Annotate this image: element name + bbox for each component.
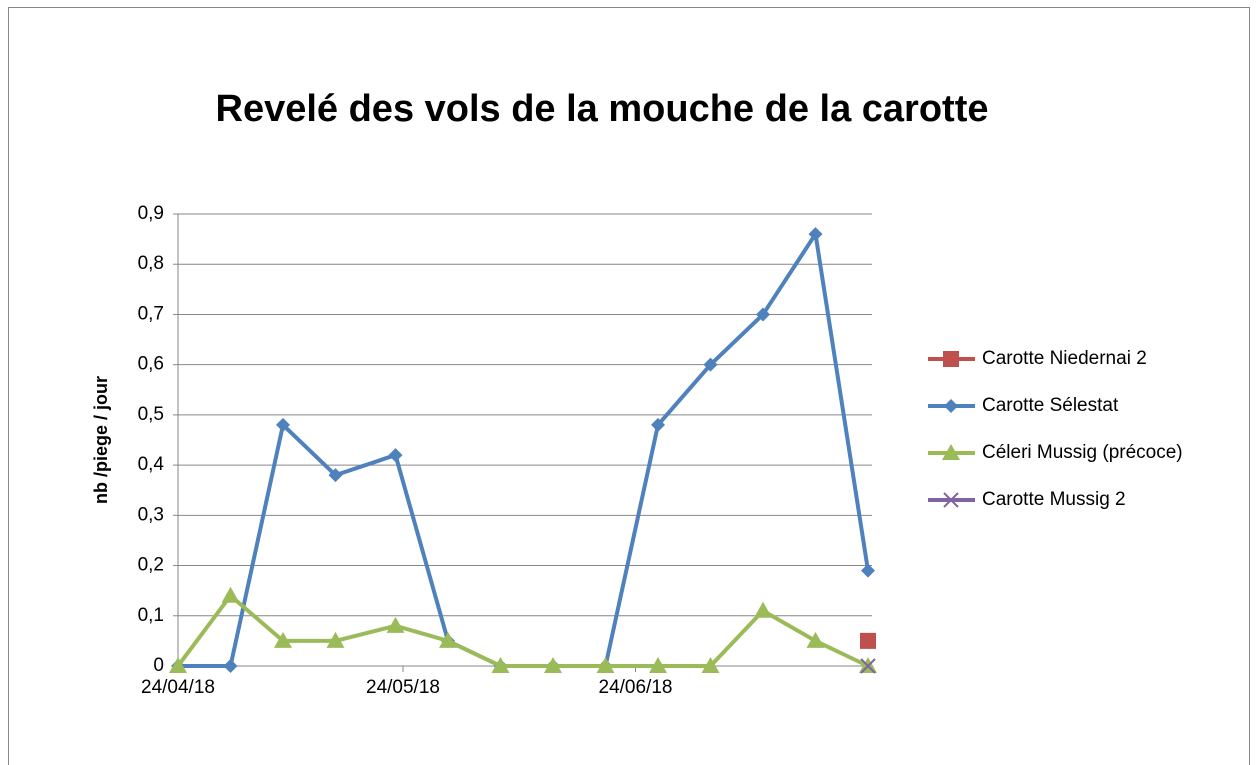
data-point [276,417,290,432]
data-point [221,586,240,603]
data-point [861,563,875,578]
y-tick-label: 0,3 [138,504,164,525]
y-tick-label: 0,9 [138,203,164,224]
series-line [178,232,870,668]
data-point [701,657,720,673]
legend-label: Céleri Mussig (précoce) [982,442,1183,463]
data-point [328,468,343,483]
data-point [703,357,718,372]
y-tick-label: 0,7 [138,303,164,324]
legend-marker [943,492,959,508]
legend-label: Carotte Niedernai 2 [982,348,1147,369]
legend-marker [942,444,960,460]
y-tick-label: 0,2 [138,555,164,576]
y-tick-label: 0,6 [138,354,164,375]
data-point [649,657,667,673]
y-tick-label: 0,5 [138,404,164,425]
data-point [386,616,405,633]
legend-label: Carotte Sélestat [982,395,1119,416]
data-point [754,601,772,618]
data-point [806,631,825,648]
data-point [223,659,238,673]
y-tick-label: 0,4 [138,454,165,475]
x-tick-label: 24/04/18 [141,677,215,698]
legend-marker [943,351,959,367]
data-point [388,448,403,463]
y-tick-label: 0 [153,655,164,676]
data-point [439,631,457,648]
chart-title: Revelé des vols de la mouche de la carot… [216,88,989,130]
x-tick-label: 24/06/18 [599,677,673,698]
data-point [326,631,345,648]
data-point [596,657,615,673]
y-tick-label: 0,1 [138,605,164,626]
legend-marker [944,399,958,413]
series-line [176,593,869,668]
data-point [651,417,665,432]
x-tick-label: 24/05/18 [366,677,440,698]
data-point [860,632,876,649]
data-point [491,657,510,673]
y-axis-label: nb /piege / jour [91,376,111,504]
data-point [274,631,292,648]
y-tick-label: 0,8 [138,253,164,274]
data-point [860,658,876,674]
data-point [544,657,562,673]
data-point [169,657,187,673]
legend-label: Carotte Mussig 2 [982,489,1126,510]
chart-border [8,7,1250,765]
data-point [756,307,770,322]
data-point [808,227,823,242]
